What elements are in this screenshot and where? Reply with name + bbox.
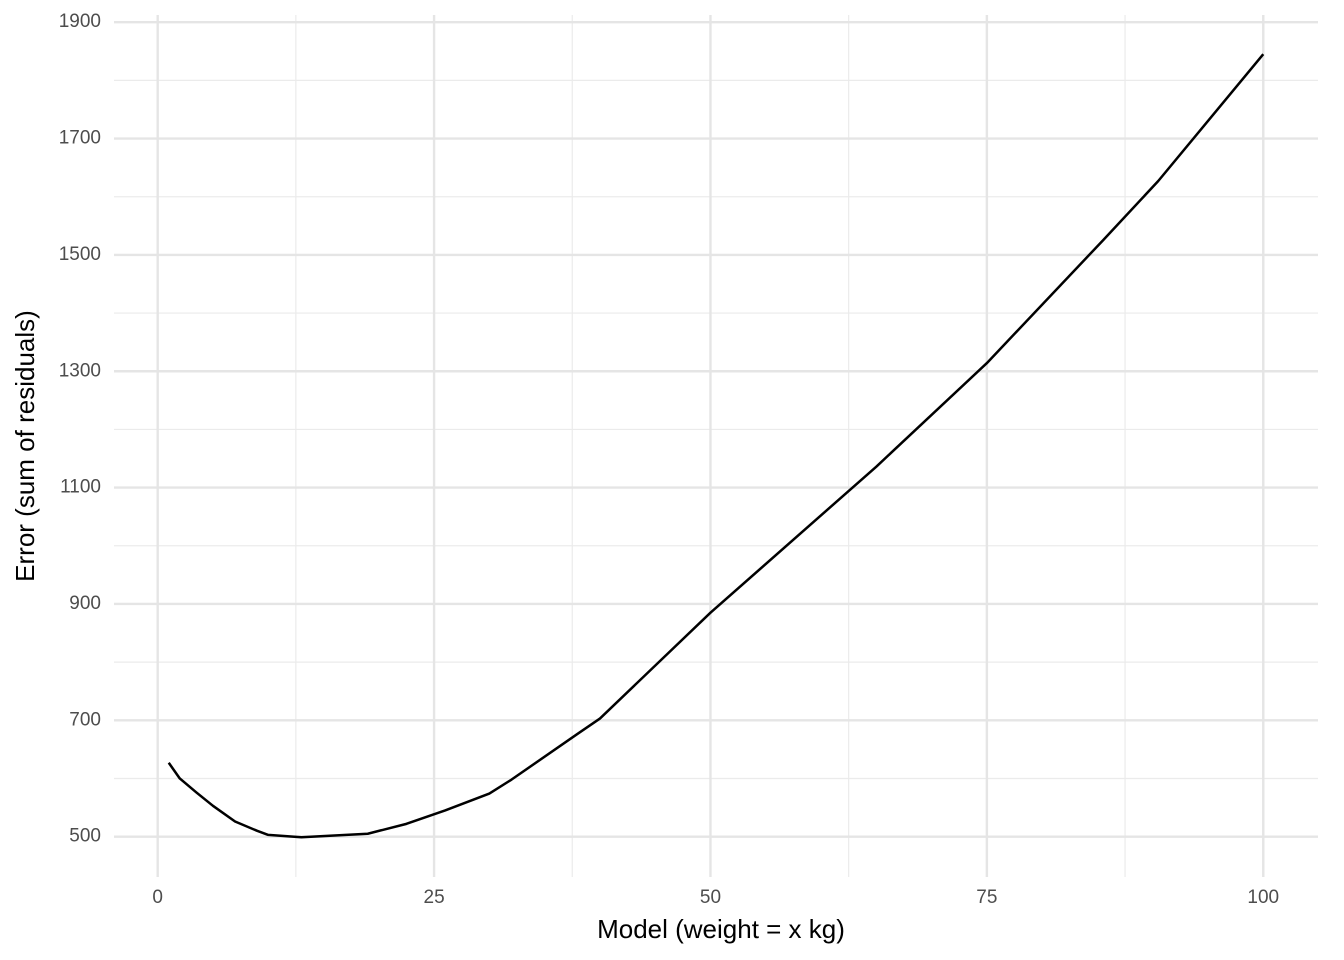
y-tick-label: 500	[69, 826, 101, 847]
y-tick-label: 1300	[59, 360, 101, 381]
x-tick-label: 100	[1247, 887, 1279, 908]
y-axis-title: Error (sum of residuals)	[10, 310, 40, 582]
y-tick-label: 1500	[59, 244, 101, 265]
x-tick-label: 50	[700, 887, 721, 908]
y-tick-label: 1700	[59, 128, 101, 149]
x-tick-label: 75	[976, 887, 997, 908]
y-tick-label: 700	[69, 709, 101, 730]
x-tick-label: 0	[152, 887, 163, 908]
y-tick-label: 900	[69, 593, 101, 614]
y-tick-label: 1100	[60, 477, 101, 498]
y-tick-label: 1900	[59, 11, 101, 32]
x-axis-title: Model (weight = x kg)	[597, 914, 845, 944]
x-tick-label: 25	[424, 887, 445, 908]
line	[167, 53, 1265, 839]
